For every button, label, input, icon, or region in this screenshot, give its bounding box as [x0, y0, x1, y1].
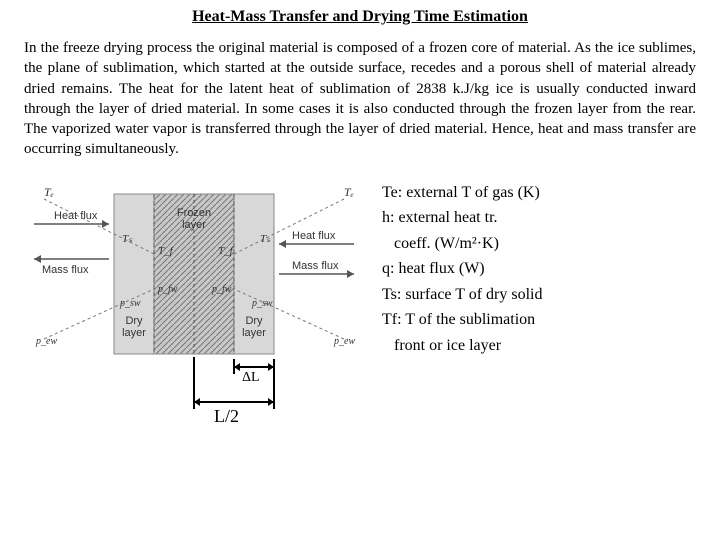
- svg-text:Tₛ: Tₛ: [122, 233, 133, 245]
- svg-text:Heat flux: Heat flux: [292, 230, 336, 242]
- svg-text:Mass flux: Mass flux: [292, 260, 339, 272]
- note-Tf: Tf: T of the sublimation: [382, 307, 542, 333]
- delta-L-label: ΔL: [242, 370, 260, 386]
- svg-text:p_fw: p_fw: [157, 284, 178, 295]
- svg-text:Tₑ: Tₑ: [44, 185, 54, 199]
- svg-text:Mass flux: Mass flux: [42, 264, 89, 276]
- svg-text:Heat flux: Heat flux: [54, 210, 98, 222]
- note-h-cont: coeff. (W/m²·K): [382, 231, 542, 257]
- L-half-label: L/2: [214, 406, 239, 427]
- svg-text:layer: layer: [182, 219, 206, 231]
- svg-text:T_f: T_f: [158, 245, 175, 257]
- svg-text:Dry: Dry: [245, 315, 263, 327]
- svg-text:layer: layer: [122, 327, 146, 339]
- note-Te: Te: external T of gas (K): [382, 180, 542, 206]
- svg-text:layer: layer: [242, 327, 266, 339]
- svg-text:p_sw: p_sw: [119, 298, 141, 309]
- svg-text:Tₛ: Tₛ: [260, 233, 271, 245]
- svg-text:p_ew: p_ew: [35, 336, 57, 347]
- svg-text:Tₑ: Tₑ: [344, 185, 354, 199]
- svg-text:Frozen: Frozen: [177, 207, 211, 219]
- note-q: q: heat flux (W): [382, 256, 542, 282]
- page-title: Heat-Mass Transfer and Drying Time Estim…: [24, 8, 696, 26]
- svg-text:p_fw: p_fw: [211, 284, 232, 295]
- note-Ts: Ts: surface T of dry solid: [382, 282, 542, 308]
- note-h: h: external heat tr.: [382, 205, 542, 231]
- note-Tf-cont: front or ice layer: [382, 333, 542, 359]
- diagram-container: Frozen layer Dry layer Dry layer Heat fl…: [24, 174, 364, 444]
- figure-area: Frozen layer Dry layer Dry layer Heat fl…: [24, 174, 696, 444]
- svg-text:p_sw: p_sw: [251, 298, 273, 309]
- freeze-dry-diagram: Frozen layer Dry layer Dry layer Heat fl…: [24, 174, 364, 444]
- svg-text:T_f: T_f: [218, 245, 235, 257]
- handwritten-notes: Te: external T of gas (K) h: external he…: [382, 174, 542, 444]
- svg-text:Dry: Dry: [125, 315, 143, 327]
- intro-paragraph: In the freeze drying process the origina…: [24, 38, 696, 160]
- svg-text:p_ew: p_ew: [333, 336, 355, 347]
